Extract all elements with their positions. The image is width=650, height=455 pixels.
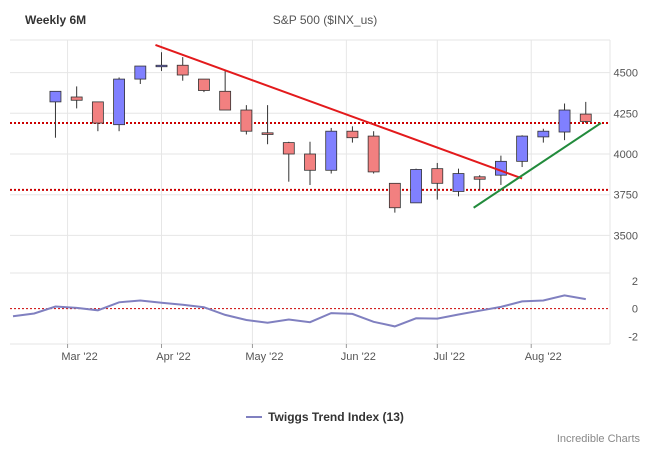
candle-body	[579, 113, 592, 122]
candle-body	[70, 96, 83, 101]
candle-body	[452, 173, 465, 192]
candle-body	[367, 135, 380, 173]
candle-body	[304, 153, 316, 171]
resistance-trendline	[155, 43, 523, 180]
candle-body	[176, 64, 189, 76]
indicator-axis-tick-label: -2	[628, 331, 638, 343]
candle-body	[388, 182, 401, 209]
indicator-axis-tick-label: 2	[632, 276, 638, 288]
candle-body	[346, 130, 359, 139]
brand-label: Incredible Charts	[556, 433, 640, 445]
candle-body	[410, 169, 422, 204]
time-axis-tick-label: Jul '22	[434, 351, 465, 363]
candle-body	[198, 78, 210, 91]
time-axis-tick-label: Aug '22	[525, 351, 562, 363]
twiggs-trend-index-line	[12, 294, 586, 328]
legend-label: Twiggs Trend Index (13)	[268, 410, 404, 424]
price-axis-tick-label: 4500	[614, 68, 638, 80]
time-axis-tick-label: Mar '22	[61, 351, 97, 363]
candle-body	[134, 65, 147, 80]
price-axis-tick-label: 4250	[614, 108, 638, 120]
candle-body	[240, 109, 253, 132]
candle-body	[516, 135, 529, 162]
candle-body	[473, 176, 486, 180]
candle-body	[91, 101, 104, 124]
time-axis-tick-label: May '22	[245, 351, 283, 363]
candle-body	[282, 142, 295, 155]
indicator-axis-tick-label: 0	[632, 304, 638, 316]
candle-body	[431, 168, 444, 184]
price-axis-tick-label: 4000	[614, 149, 638, 161]
time-axis-tick-label: Apr '22	[156, 351, 191, 363]
support-trendline	[473, 122, 602, 209]
chart-title: S&P 500 ($INX_us)	[273, 13, 378, 27]
candle-body	[155, 64, 168, 68]
candle-body	[261, 132, 274, 135]
candle-body	[325, 130, 338, 171]
candle-body	[219, 90, 232, 111]
candle-body	[113, 78, 125, 126]
price-axis-tick-label: 3500	[614, 230, 638, 242]
price-axis-tick-label: 3750	[614, 190, 638, 202]
legend-swatch	[246, 415, 263, 418]
candle-body	[537, 130, 550, 138]
period-label: Weekly 6M	[25, 13, 86, 27]
candle-body	[49, 90, 62, 103]
time-axis-tick-label: Jun '22	[341, 351, 376, 363]
candle-body	[558, 109, 571, 133]
legend: Twiggs Trend Index (13)	[0, 410, 650, 424]
